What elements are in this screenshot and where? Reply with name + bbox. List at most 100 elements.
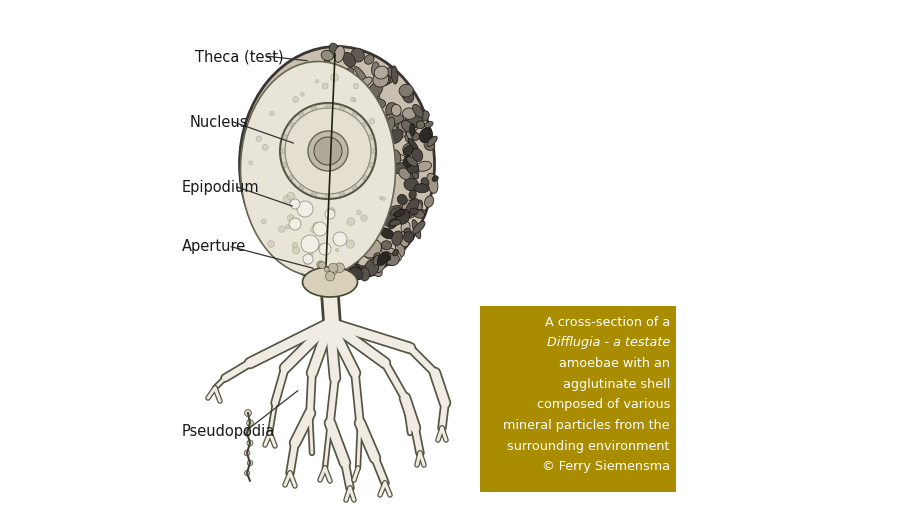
- Ellipse shape: [369, 99, 385, 110]
- Ellipse shape: [419, 128, 432, 143]
- Circle shape: [346, 218, 355, 226]
- Circle shape: [322, 84, 328, 90]
- Ellipse shape: [415, 210, 427, 215]
- Circle shape: [301, 93, 304, 97]
- Ellipse shape: [392, 150, 400, 165]
- Ellipse shape: [425, 122, 433, 128]
- Ellipse shape: [321, 52, 333, 62]
- Ellipse shape: [313, 255, 326, 266]
- Circle shape: [249, 162, 253, 166]
- Ellipse shape: [396, 210, 410, 225]
- Ellipse shape: [386, 254, 400, 266]
- Ellipse shape: [382, 247, 401, 262]
- Ellipse shape: [364, 213, 380, 234]
- Circle shape: [262, 220, 266, 224]
- Ellipse shape: [377, 252, 389, 266]
- Ellipse shape: [404, 229, 411, 236]
- Ellipse shape: [349, 251, 358, 264]
- Ellipse shape: [388, 153, 406, 161]
- Circle shape: [353, 99, 356, 103]
- Ellipse shape: [401, 222, 410, 234]
- Ellipse shape: [412, 105, 423, 118]
- Ellipse shape: [392, 250, 399, 257]
- Circle shape: [292, 97, 299, 103]
- Ellipse shape: [414, 184, 429, 193]
- Circle shape: [289, 123, 294, 128]
- Ellipse shape: [432, 176, 438, 182]
- Ellipse shape: [339, 234, 355, 249]
- Ellipse shape: [412, 133, 419, 141]
- Circle shape: [328, 264, 338, 273]
- Text: amoebae with an: amoebae with an: [559, 357, 670, 369]
- Ellipse shape: [383, 206, 402, 217]
- Ellipse shape: [310, 270, 326, 287]
- Ellipse shape: [288, 212, 301, 233]
- Ellipse shape: [419, 112, 429, 122]
- Ellipse shape: [390, 221, 400, 226]
- Circle shape: [369, 119, 374, 125]
- Ellipse shape: [406, 158, 412, 172]
- Circle shape: [247, 420, 254, 427]
- Circle shape: [336, 249, 338, 252]
- Ellipse shape: [364, 260, 379, 276]
- Circle shape: [267, 241, 274, 248]
- Ellipse shape: [273, 230, 292, 246]
- Text: agglutinate shell: agglutinate shell: [562, 377, 670, 390]
- Circle shape: [303, 255, 313, 265]
- Ellipse shape: [359, 268, 370, 281]
- Ellipse shape: [412, 173, 418, 180]
- Ellipse shape: [302, 268, 357, 297]
- Ellipse shape: [320, 255, 328, 269]
- Circle shape: [330, 74, 338, 82]
- Circle shape: [328, 208, 335, 215]
- Ellipse shape: [364, 56, 373, 65]
- Ellipse shape: [373, 256, 380, 266]
- Ellipse shape: [275, 209, 287, 221]
- Text: Theca (test): Theca (test): [195, 49, 284, 64]
- Ellipse shape: [345, 263, 359, 270]
- Ellipse shape: [240, 63, 395, 277]
- Circle shape: [287, 193, 295, 201]
- Circle shape: [280, 104, 376, 199]
- Circle shape: [350, 98, 355, 103]
- Circle shape: [318, 244, 323, 250]
- Ellipse shape: [413, 210, 425, 219]
- Ellipse shape: [322, 60, 329, 71]
- Circle shape: [244, 450, 250, 456]
- Ellipse shape: [249, 186, 266, 206]
- Ellipse shape: [396, 127, 406, 138]
- Ellipse shape: [338, 275, 350, 284]
- Circle shape: [247, 440, 253, 446]
- Circle shape: [256, 137, 262, 142]
- Ellipse shape: [406, 200, 417, 214]
- Ellipse shape: [381, 228, 394, 239]
- Ellipse shape: [351, 265, 364, 277]
- Ellipse shape: [424, 140, 435, 151]
- Ellipse shape: [314, 236, 323, 248]
- Ellipse shape: [352, 83, 364, 95]
- Ellipse shape: [380, 256, 391, 261]
- Ellipse shape: [284, 208, 298, 221]
- Circle shape: [297, 201, 313, 218]
- Circle shape: [335, 263, 345, 273]
- Circle shape: [339, 192, 345, 197]
- Ellipse shape: [402, 109, 416, 120]
- Ellipse shape: [320, 243, 338, 260]
- Ellipse shape: [298, 230, 307, 240]
- Circle shape: [333, 232, 347, 246]
- Circle shape: [313, 223, 320, 230]
- Ellipse shape: [253, 174, 264, 186]
- Ellipse shape: [320, 75, 338, 95]
- Ellipse shape: [304, 253, 318, 267]
- Ellipse shape: [258, 171, 275, 188]
- Ellipse shape: [389, 219, 398, 229]
- Ellipse shape: [359, 226, 376, 243]
- Ellipse shape: [248, 208, 259, 222]
- Ellipse shape: [401, 121, 413, 133]
- Circle shape: [313, 223, 327, 236]
- Ellipse shape: [301, 262, 309, 276]
- Text: Epipodium: Epipodium: [182, 179, 259, 194]
- Circle shape: [317, 262, 324, 269]
- Ellipse shape: [307, 231, 318, 247]
- Ellipse shape: [368, 92, 380, 109]
